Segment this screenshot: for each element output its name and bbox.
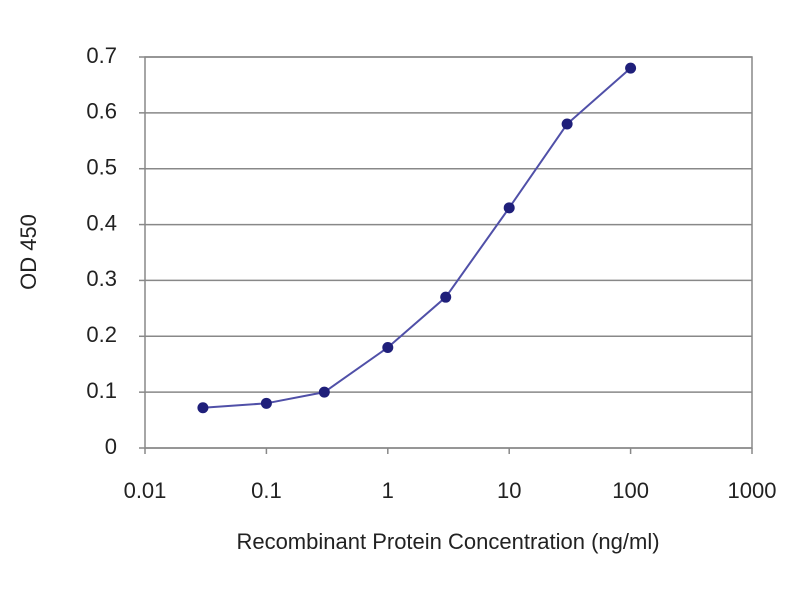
y-tick-label: 0 [105, 434, 117, 459]
data-point [318, 386, 330, 398]
y-tick-label: 0.7 [86, 43, 117, 68]
data-point [625, 62, 637, 74]
y-tick-label: 0.1 [86, 378, 117, 403]
x-tick-label: 100 [612, 478, 649, 503]
data-point [382, 341, 394, 353]
x-tick-label: 0.1 [251, 478, 282, 503]
y-axis-label: OD 450 [16, 214, 41, 290]
x-tick-label: 1000 [728, 478, 777, 503]
y-tick-label: 0.4 [86, 210, 117, 235]
data-point [440, 291, 452, 303]
x-tick-label: 0.01 [124, 478, 167, 503]
y-tick-label: 0.2 [86, 322, 117, 347]
y-tick-label: 0.5 [86, 155, 117, 180]
data-point [260, 397, 272, 409]
data-point [503, 202, 515, 214]
y-tick-label: 0.6 [86, 99, 117, 124]
x-axis-label: Recombinant Protein Concentration (ng/ml… [236, 529, 659, 554]
y-tick-label: 0.3 [86, 266, 117, 291]
data-line [202, 67, 632, 409]
data-point [197, 402, 209, 414]
x-tick-label: 1 [382, 478, 394, 503]
plot-area [144, 56, 753, 449]
x-tick-label: 10 [497, 478, 521, 503]
data-point [561, 118, 573, 130]
